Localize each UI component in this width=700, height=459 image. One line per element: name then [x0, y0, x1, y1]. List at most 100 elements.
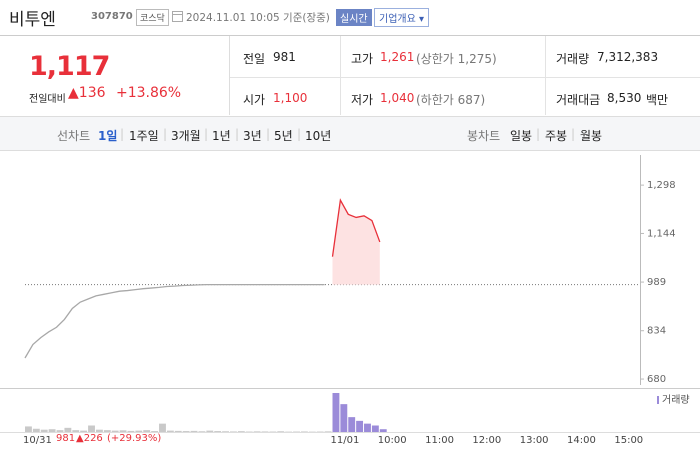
volume-bar	[230, 431, 237, 432]
volume-bar	[166, 430, 174, 432]
volume-bar	[174, 430, 182, 432]
volume-bar	[324, 431, 332, 432]
summary-value: 1,261	[380, 50, 415, 64]
change: ▲136	[68, 85, 106, 101]
y-tick-label: 1,144	[647, 228, 676, 239]
x-tick-label: 12:00	[472, 435, 501, 446]
period-button[interactable]: 1주일	[129, 129, 159, 143]
volume-bar	[214, 431, 222, 432]
company-info-button[interactable]: 기업개요 ▾	[374, 8, 430, 27]
period-button[interactable]: 1년	[212, 129, 231, 143]
separator: |	[235, 127, 240, 141]
volume-bar	[25, 426, 32, 432]
summary-label: 고가	[351, 52, 374, 66]
volume-bar	[32, 428, 40, 432]
separator: |	[120, 127, 125, 141]
volume-bar	[300, 431, 308, 432]
period-button[interactable]: 5년	[274, 129, 293, 143]
summary-value: 7,312,383	[597, 50, 659, 64]
volume-bar	[340, 404, 348, 432]
summary-divider	[230, 77, 700, 78]
summary-value: 1,040	[380, 91, 415, 105]
line-chart-label: 선차트	[57, 129, 91, 143]
up-arrow: ▲	[76, 433, 84, 444]
x-tick-label: 10/31	[23, 435, 52, 446]
divider	[0, 35, 700, 36]
candle-chart-label: 봉차트	[467, 129, 501, 143]
volume-bar	[348, 417, 356, 432]
change-value: 136	[78, 85, 106, 101]
price-line	[331, 198, 381, 257]
period-button[interactable]: 3개월	[171, 129, 201, 143]
separator: |	[571, 127, 576, 141]
y-tick-label: 834	[647, 326, 666, 337]
volume-bar	[48, 429, 56, 432]
footer-change-value: 226	[83, 433, 103, 444]
current-price: 1,117	[29, 51, 110, 82]
x-tick-label: 11:00	[425, 435, 454, 446]
volume-bar	[237, 431, 245, 432]
summary-note: (상한가 1,275)	[416, 52, 497, 66]
volume-bar	[261, 431, 269, 432]
calendar-icon	[172, 11, 183, 22]
x-tick-label: 10:00	[378, 435, 407, 446]
volume-bar	[356, 420, 364, 432]
separator: |	[297, 127, 302, 141]
summary-value: 981	[273, 50, 296, 64]
summary-label: 저가	[351, 93, 374, 107]
volume-bar	[103, 430, 111, 432]
summary-label: 거래량	[556, 52, 590, 66]
y-tick-label: 680	[647, 374, 666, 385]
volume-legend: 거래량	[662, 394, 690, 406]
company-info-label: 기업개요	[379, 14, 416, 25]
volume-bar	[40, 429, 48, 432]
summary-note: (하한가 687)	[416, 93, 486, 107]
stock-code: 307870	[91, 11, 133, 22]
summary-value: 1,100	[273, 91, 308, 105]
volume-bar	[127, 430, 135, 432]
candle-button[interactable]: 주봉	[545, 129, 568, 143]
candle-button[interactable]: 일봉	[510, 129, 533, 143]
volume-bar	[222, 431, 229, 432]
x-tick-label: 14:00	[567, 435, 596, 446]
volume-bar	[198, 431, 206, 432]
market-badge: 코스닥	[136, 9, 169, 26]
volume-bar	[332, 393, 340, 432]
separator: |	[536, 127, 541, 141]
footer-change: ▲226	[76, 433, 103, 444]
x-tick-label: 13:00	[520, 435, 549, 446]
volume-bar	[371, 425, 379, 432]
price-chart: 거래량 680 834 989 1,144 1,298 10/31 11/01 10:00 11…	[0, 155, 700, 446]
volume-bar	[95, 429, 103, 432]
volume-bar	[206, 430, 214, 432]
change-rate: +13.86%	[116, 85, 182, 101]
volume-bar	[64, 427, 72, 432]
volume-bar	[119, 430, 127, 432]
footer-rate: (+29.93%)	[107, 433, 162, 444]
volume-bar	[253, 431, 261, 432]
stock-name: 비투엔	[9, 10, 56, 30]
volume-bar	[277, 431, 285, 432]
summary-label: 거래대금	[556, 93, 601, 107]
candle-button[interactable]: 월봉	[580, 129, 603, 143]
period-button[interactable]: 3년	[243, 129, 262, 143]
volume-bar	[56, 430, 64, 432]
volume-bar	[80, 430, 88, 432]
volume-bar	[159, 423, 166, 432]
y-tick-label: 989	[647, 277, 666, 288]
realtime-badge[interactable]: 실시간	[336, 9, 372, 26]
quote-box	[0, 36, 230, 115]
period-button[interactable]: 1일	[98, 129, 118, 143]
summary-col-sep	[545, 36, 546, 115]
volume-legend-icon	[657, 396, 659, 404]
summary-label: 전일	[243, 52, 266, 66]
separator: |	[266, 127, 271, 141]
summary-col-sep	[340, 36, 341, 115]
period-button[interactable]: 10년	[305, 129, 332, 143]
volume-bar	[135, 430, 143, 432]
toolbar	[0, 116, 700, 151]
volume-bar	[364, 423, 371, 432]
price-line	[24, 283, 325, 359]
volume-bar	[379, 429, 387, 432]
